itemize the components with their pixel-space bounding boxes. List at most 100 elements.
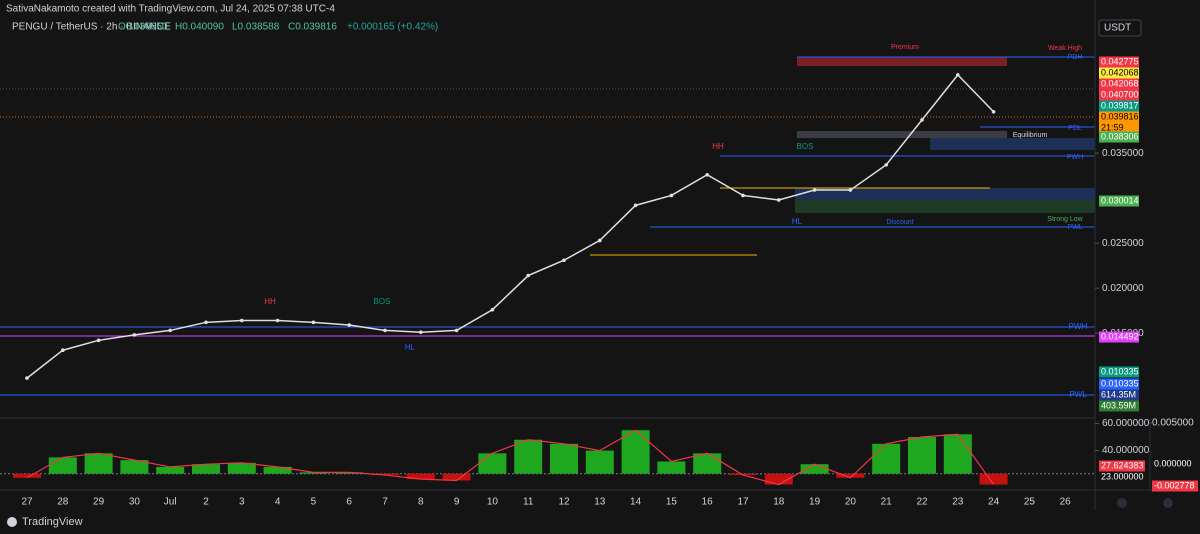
osc-bar bbox=[514, 439, 543, 474]
osc-bar bbox=[657, 461, 686, 474]
price-point bbox=[419, 330, 423, 335]
annotation: PWH bbox=[1067, 154, 1083, 161]
annotation: Weak High bbox=[1048, 45, 1082, 52]
price-label-box bbox=[1099, 100, 1139, 112]
currency-button[interactable] bbox=[1098, 19, 1142, 37]
osc-bar bbox=[156, 466, 185, 474]
osc-bar bbox=[478, 453, 507, 474]
annotation: BOS bbox=[797, 142, 814, 151]
price-label: 0.039816 bbox=[1101, 111, 1139, 121]
price-point bbox=[777, 198, 781, 202]
brand: TradingView bbox=[22, 516, 83, 528]
price-point bbox=[884, 163, 888, 167]
price-label-box bbox=[1099, 131, 1139, 143]
osc-bar bbox=[800, 464, 829, 474]
price-point bbox=[61, 348, 65, 353]
price-label: 0.042068 bbox=[1101, 78, 1139, 88]
price-label: 0.042775 bbox=[1101, 56, 1139, 66]
x-tick-label: 20 bbox=[845, 497, 857, 508]
price-label-box bbox=[1099, 366, 1139, 378]
x-tick-label: 3 bbox=[239, 497, 245, 508]
x-tick-label: 22 bbox=[916, 497, 928, 508]
price-label-box bbox=[1099, 195, 1139, 207]
osc-label-box bbox=[1099, 471, 1145, 483]
price-point bbox=[204, 320, 208, 325]
osc-label-box bbox=[1152, 458, 1198, 470]
osc-label: 0.000000 bbox=[1154, 458, 1192, 468]
price-label: 403.59M bbox=[1101, 400, 1136, 410]
price-point bbox=[848, 188, 853, 192]
price-point bbox=[25, 376, 29, 380]
annotation: Premium bbox=[891, 44, 919, 51]
price-point bbox=[920, 118, 924, 122]
annotation: HH bbox=[264, 297, 276, 306]
price-line bbox=[26, 73, 995, 379]
x-tick-label: 19 bbox=[809, 497, 821, 508]
ohlc-value: L0.038588 bbox=[232, 22, 280, 33]
price-label-box bbox=[1099, 78, 1139, 90]
price-label: 0.042068 bbox=[1101, 67, 1139, 77]
price-label: 0.010335 bbox=[1101, 366, 1139, 376]
x-tick-label: 24 bbox=[988, 497, 1000, 508]
ohlc-value: C0.039816 bbox=[288, 22, 337, 33]
price-point bbox=[991, 109, 996, 114]
currency[interactable]: USDT bbox=[1104, 23, 1131, 34]
price-point bbox=[669, 193, 674, 198]
log-scale-button[interactable] bbox=[1163, 498, 1173, 508]
annotation: HL bbox=[405, 343, 416, 352]
ohlc-value: +0.000165 (+0.42%) bbox=[347, 22, 438, 33]
ohlc-value: O0.039650 bbox=[118, 22, 168, 33]
osc-label-box bbox=[1099, 460, 1145, 472]
osc-bar bbox=[299, 472, 328, 474]
order-block bbox=[795, 188, 1095, 200]
price-point bbox=[240, 318, 244, 323]
osc-label: 27.624383 bbox=[1101, 460, 1144, 470]
x-tick-label: 27 bbox=[21, 497, 33, 508]
x-tick-label: Jul bbox=[164, 497, 177, 508]
osc-label: 23.000000 bbox=[1101, 471, 1144, 481]
auto-scale-button[interactable] bbox=[1117, 498, 1127, 508]
price-point bbox=[96, 338, 101, 343]
y2-tick-label: 0.005000 bbox=[1152, 418, 1194, 429]
price-label: 0.010335 bbox=[1101, 378, 1139, 388]
osc-bar bbox=[335, 472, 364, 474]
logo bbox=[7, 517, 17, 527]
x-tick-label: 6 bbox=[346, 497, 352, 508]
x-tick-label: 25 bbox=[1024, 497, 1036, 508]
osc-bar bbox=[872, 443, 901, 474]
x-tick-label: 8 bbox=[418, 497, 424, 508]
symbol: PENGU / TetherUS · 2h · BINANCE bbox=[12, 22, 171, 33]
osc-bar bbox=[585, 450, 614, 474]
annotation: PDH bbox=[1068, 54, 1083, 61]
osc-bar bbox=[120, 460, 149, 474]
osc-label: -0.002778 bbox=[1154, 480, 1195, 490]
osc-bar bbox=[836, 473, 865, 478]
price-label: 614.35M bbox=[1101, 389, 1136, 399]
annotation: PDL bbox=[1068, 125, 1082, 132]
x-tick-label: 17 bbox=[737, 497, 749, 508]
annotation: PWL bbox=[1067, 224, 1082, 231]
credit: SativaNakamoto created with TradingView.… bbox=[6, 4, 335, 15]
price-label-box bbox=[1099, 67, 1139, 79]
osc-bar bbox=[621, 430, 650, 474]
x-tick-label: 11 bbox=[523, 497, 534, 508]
osc-bar bbox=[84, 453, 113, 474]
annotation: Discount bbox=[886, 219, 913, 226]
discount-zone bbox=[795, 200, 1095, 213]
osc-bar bbox=[764, 473, 793, 485]
osc-bar bbox=[979, 473, 1008, 485]
x-tick-label: 12 bbox=[558, 497, 570, 508]
osc-bar bbox=[693, 453, 722, 474]
x-tick-label: 4 bbox=[275, 497, 281, 508]
annotation: HH bbox=[712, 142, 724, 151]
price-label-box bbox=[1099, 111, 1139, 134]
order-block bbox=[930, 138, 1095, 150]
osc-bar bbox=[943, 434, 972, 474]
price-label: 0.040700 bbox=[1101, 89, 1139, 99]
osc-bar bbox=[371, 473, 399, 476]
price-point bbox=[311, 320, 316, 325]
price-label-box bbox=[1099, 331, 1139, 343]
osc-bar bbox=[192, 464, 220, 474]
price-point bbox=[741, 193, 745, 198]
price-point bbox=[383, 328, 387, 333]
